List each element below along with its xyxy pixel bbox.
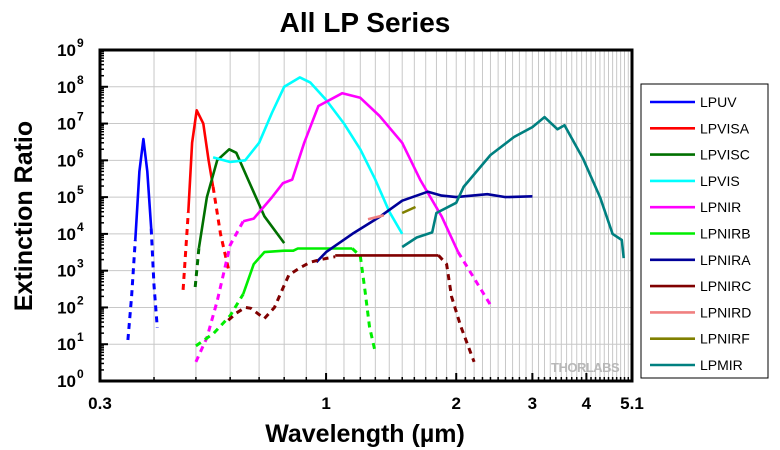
y-tick-base: 10 xyxy=(57,262,76,281)
series-lpvis xyxy=(212,76,404,235)
legend-item: LPVISC xyxy=(650,147,750,163)
y-tick-base: 10 xyxy=(57,335,76,354)
y-tick-base: 10 xyxy=(57,115,76,134)
y-tick-label: 10 xyxy=(57,225,76,244)
series-line-dashed xyxy=(149,228,159,328)
series-lpnirc xyxy=(227,254,476,363)
y-tick-label: 10 xyxy=(57,298,76,317)
legend-item: LPMIR xyxy=(650,357,743,373)
x-axis-label: Wavelength (µm) xyxy=(265,420,465,448)
legend-item: LPNIRA xyxy=(650,252,751,268)
series-lpuv xyxy=(126,137,159,341)
y-tick-base: 10 xyxy=(57,298,76,317)
x-tick-label: 4 xyxy=(582,394,592,413)
y-tick-exponent: 0 xyxy=(77,367,84,381)
series-line-dashed xyxy=(126,239,137,341)
legend-item: LPNIR xyxy=(650,199,741,215)
y-tick-label: 10 xyxy=(57,41,76,60)
y-tick-exponent: 4 xyxy=(77,220,84,234)
series-line-solid xyxy=(212,76,404,235)
y-tick-exponent: 7 xyxy=(77,110,84,124)
series-lpnir xyxy=(194,91,494,363)
y-tick-label: 10 xyxy=(57,78,76,97)
legend-label: LPNIRB xyxy=(700,226,751,242)
series-line-solid xyxy=(187,109,215,213)
series-line-solid xyxy=(315,190,533,264)
y-tick-exponent: 8 xyxy=(77,73,84,87)
legend-item: LPNIRD xyxy=(650,304,751,320)
legend: LPUV LPVISA LPVISC LPVIS LPNIR LPNIRB LPNIRA LP… xyxy=(650,94,751,373)
legend-label: LPMIR xyxy=(700,357,743,373)
series-line-solid xyxy=(242,91,460,253)
y-tick-label: 10 xyxy=(57,372,76,391)
series-line-dashed xyxy=(227,255,336,322)
series-line-dashed xyxy=(211,186,231,273)
y-tick-base: 10 xyxy=(57,41,76,60)
y-tick-label: 10 xyxy=(57,151,76,170)
series-line-dashed xyxy=(194,220,245,363)
x-tick-label: 1 xyxy=(321,394,330,413)
legend-label: LPNIRF xyxy=(700,331,750,347)
legend-label: LPNIRA xyxy=(700,252,751,268)
legend-label: LPVISA xyxy=(700,120,750,136)
series-line-dashed xyxy=(181,212,190,291)
series-line-solid xyxy=(134,137,153,241)
series-line-dashed xyxy=(456,251,494,309)
legend-item: LPNIRB xyxy=(650,226,751,242)
legend-item: LPVIS xyxy=(650,173,740,189)
plot-frame xyxy=(98,48,634,383)
y-tick-label: 10 xyxy=(57,115,76,134)
series-line-dashed xyxy=(195,293,245,348)
series-lpnirf xyxy=(401,205,417,215)
legend-box xyxy=(640,83,769,379)
legend-label: LPUV xyxy=(700,94,737,110)
legend-label: LPNIRC xyxy=(700,278,751,294)
legend-item: LPVISA xyxy=(650,120,750,136)
grid xyxy=(100,49,633,382)
series-line-solid xyxy=(401,205,417,215)
series-lpvisc xyxy=(193,148,286,288)
legend-label: LPNIR xyxy=(700,199,741,215)
series-line-dashed xyxy=(351,247,377,353)
legend-item: LPUV xyxy=(650,94,737,110)
chart-title: All LP Series xyxy=(280,7,451,38)
y-tick-base: 10 xyxy=(57,151,76,170)
y-axis-label: Extinction Ratio xyxy=(10,121,38,311)
series-line-solid xyxy=(367,214,385,221)
legend-label: LPVISC xyxy=(700,147,750,163)
series-lpvisa xyxy=(181,109,231,291)
x-tick-label: 2 xyxy=(451,394,460,413)
legend-label: LPNIRD xyxy=(700,304,751,320)
plot-lines xyxy=(126,76,625,363)
series-lpnirb xyxy=(195,247,377,353)
y-tick-exponent: 2 xyxy=(77,293,84,307)
series-lpnira xyxy=(315,190,533,264)
series-line-solid xyxy=(241,247,353,295)
y-tick-label: 10 xyxy=(57,188,76,207)
y-tick-exponent: 1 xyxy=(77,330,84,344)
y-tick-base: 10 xyxy=(57,225,76,244)
y-tick-exponent: 6 xyxy=(77,146,84,160)
series-line-dashed xyxy=(437,254,476,363)
legend-label: LPVIS xyxy=(700,173,740,189)
x-tick-label: 3 xyxy=(528,394,537,413)
thorlabs-watermark: THORLABS xyxy=(551,360,620,375)
x-tick-label: 5.1 xyxy=(620,394,644,413)
legend-item: LPNIRC xyxy=(650,278,751,294)
y-tick-label: 10 xyxy=(57,262,76,281)
y-tick-exponent: 5 xyxy=(77,183,84,197)
x-tick-label: 0.3 xyxy=(88,394,112,413)
y-tick-label: 10 xyxy=(57,335,76,354)
y-tick-base: 10 xyxy=(57,372,76,391)
series-line-solid xyxy=(401,115,625,259)
legend-item: LPNIRF xyxy=(650,331,750,347)
series-lpmir xyxy=(401,115,625,259)
y-tick-exponent: 9 xyxy=(77,36,84,50)
series-lpnird xyxy=(367,214,385,221)
y-tick-exponent: 3 xyxy=(77,257,84,271)
y-tick-base: 10 xyxy=(57,188,76,207)
y-tick-base: 10 xyxy=(57,78,76,97)
